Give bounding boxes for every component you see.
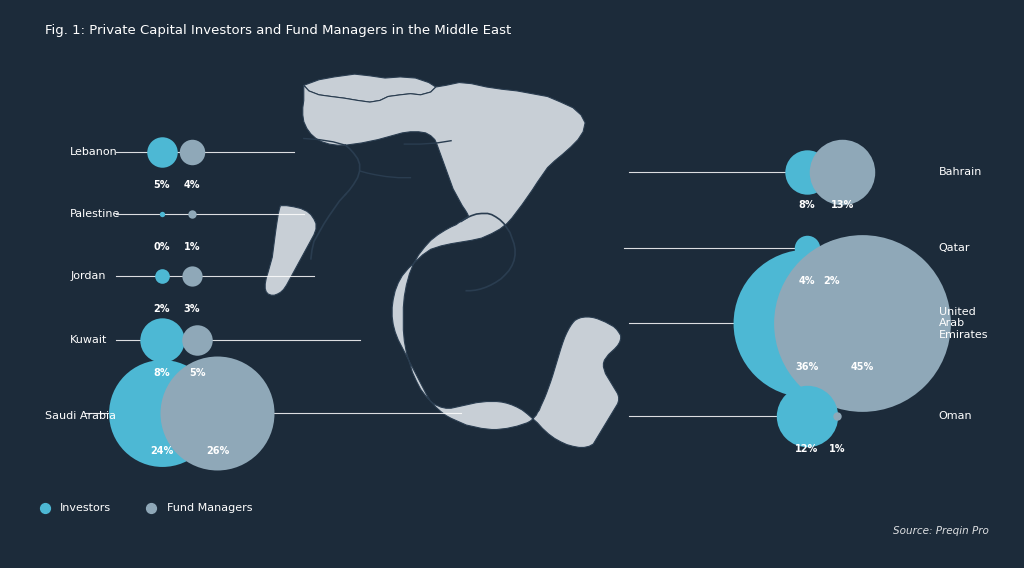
Text: Source: Preqin Pro: Source: Preqin Pro: [894, 526, 989, 536]
Point: [189, 336, 206, 345]
Point: [799, 168, 815, 177]
Point: [154, 408, 170, 417]
Point: [834, 168, 850, 177]
Point: [154, 271, 170, 280]
Text: Jordan: Jordan: [71, 270, 105, 281]
Point: [154, 336, 170, 345]
Text: 1%: 1%: [184, 242, 201, 252]
Text: 8%: 8%: [154, 368, 170, 378]
Text: 5%: 5%: [154, 181, 170, 190]
Text: Oman: Oman: [939, 411, 972, 420]
Point: [143, 503, 160, 512]
Text: Investors: Investors: [60, 503, 112, 513]
Text: 45%: 45%: [851, 362, 874, 373]
Polygon shape: [303, 82, 621, 448]
Text: 26%: 26%: [206, 446, 229, 456]
Point: [154, 210, 170, 219]
Point: [209, 408, 225, 417]
Text: Lebanon: Lebanon: [71, 148, 118, 157]
Text: 12%: 12%: [795, 444, 818, 453]
Text: Palestine: Palestine: [71, 209, 121, 219]
Point: [184, 271, 201, 280]
Text: 13%: 13%: [830, 200, 854, 210]
Point: [184, 148, 201, 157]
Point: [37, 503, 53, 512]
Text: 4%: 4%: [799, 275, 815, 286]
Point: [799, 243, 815, 252]
Point: [799, 319, 815, 328]
Text: 1%: 1%: [828, 444, 845, 453]
Text: United
Arab
Emirates: United Arab Emirates: [939, 307, 988, 340]
Point: [823, 243, 840, 252]
Point: [184, 210, 201, 219]
Text: Fig. 1: Private Capital Investors and Fund Managers in the Middle East: Fig. 1: Private Capital Investors and Fu…: [45, 24, 511, 37]
Point: [854, 319, 870, 328]
Text: 36%: 36%: [795, 362, 818, 373]
Text: Qatar: Qatar: [939, 243, 970, 253]
Text: Bahrain: Bahrain: [939, 167, 982, 177]
Point: [828, 411, 845, 420]
Text: Fund Managers: Fund Managers: [167, 503, 252, 513]
Text: 3%: 3%: [184, 303, 201, 314]
Text: 4%: 4%: [184, 181, 201, 190]
Text: 5%: 5%: [188, 368, 206, 378]
Text: 0%: 0%: [154, 242, 170, 252]
Text: 24%: 24%: [150, 446, 173, 456]
Text: 2%: 2%: [154, 303, 170, 314]
Polygon shape: [265, 206, 316, 295]
Text: 2%: 2%: [823, 275, 840, 286]
Text: Saudi Arabia: Saudi Arabia: [45, 411, 116, 420]
Text: 8%: 8%: [799, 200, 815, 210]
Polygon shape: [304, 74, 436, 102]
Text: Kuwait: Kuwait: [71, 335, 108, 345]
Point: [154, 148, 170, 157]
Point: [799, 411, 815, 420]
